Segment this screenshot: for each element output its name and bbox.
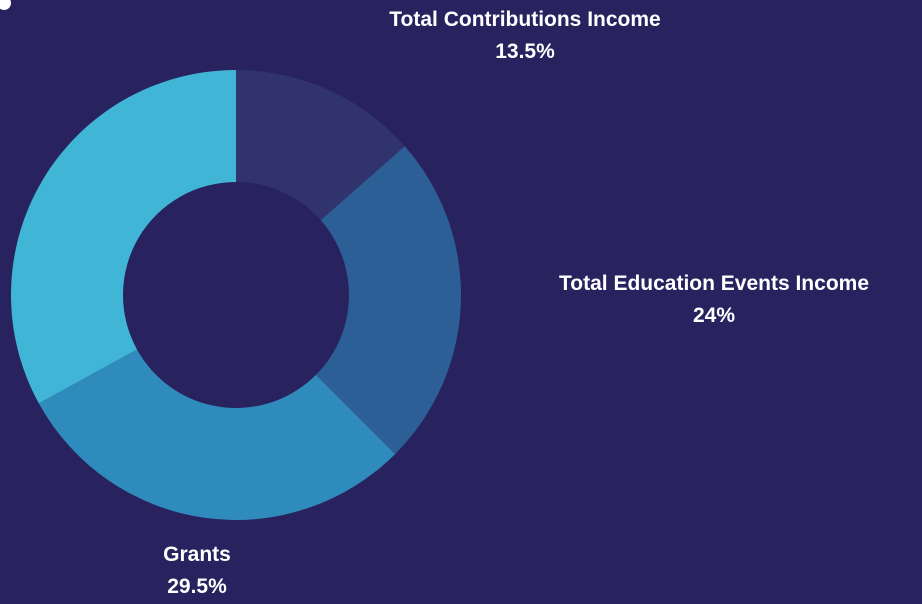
donut-slice-2	[38, 349, 396, 520]
slice-label-contributions: Total Contributions Income 13.5%	[350, 4, 700, 68]
donut-slice-1	[315, 146, 462, 455]
donut-slice-0	[236, 70, 405, 221]
donut-slice-3	[10, 70, 236, 404]
corner-dot	[0, 0, 11, 10]
slice-label-contributions-name: Total Contributions Income	[389, 8, 661, 31]
slice-label-grants-name: Grants	[163, 543, 231, 566]
slice-label-education-events: Total Education Events Income 24%	[512, 268, 916, 332]
slice-label-contributions-value: 13.5%	[495, 40, 555, 63]
slice-label-education-events-name: Total Education Events Income	[559, 272, 869, 295]
slice-label-education-events-value: 24%	[692, 304, 736, 327]
slice-label-grants: Grants 29.5%	[97, 539, 297, 603]
slice-label-grants-value: 29.5%	[167, 575, 227, 598]
